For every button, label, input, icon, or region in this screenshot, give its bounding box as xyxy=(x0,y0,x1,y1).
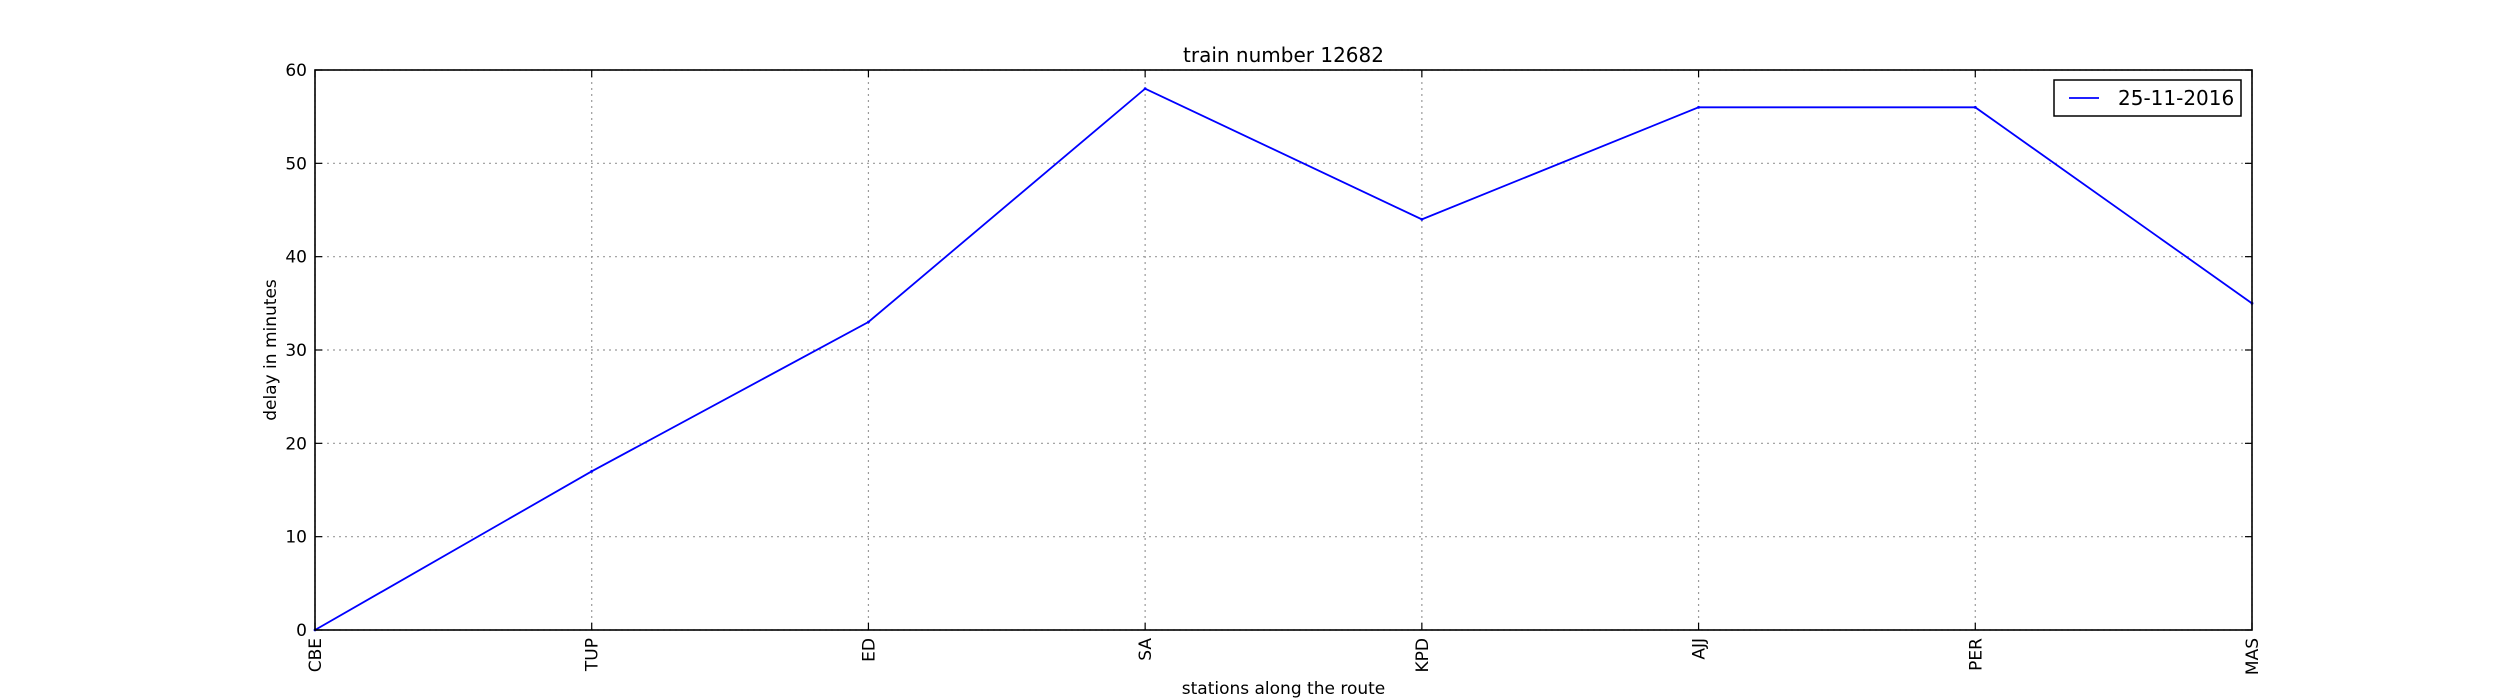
x-tick-labels: CBE TUP ED SA KPD AJJ PER MAS xyxy=(306,638,2263,675)
series-layer xyxy=(313,87,2254,632)
x-tick-label: ED xyxy=(859,638,879,662)
data-point xyxy=(1143,87,1147,91)
y-tick-label: 10 xyxy=(285,528,307,548)
legend-label: 25-11-2016 xyxy=(2118,86,2234,110)
series-line xyxy=(314,87,2253,631)
x-tick-label: AJJ xyxy=(1690,638,1710,660)
y-tick-label: 50 xyxy=(285,154,307,174)
data-point xyxy=(1973,105,1977,109)
y-tick-label: 0 xyxy=(296,621,307,641)
y-tick-label: 60 xyxy=(285,61,307,81)
legend: 25-11-2016 xyxy=(2053,79,2242,117)
y-tick-labels: 0 10 20 30 40 50 60 xyxy=(285,61,307,641)
x-tick-label: MAS xyxy=(2243,638,2263,675)
x-tick-label: TUP xyxy=(583,638,603,672)
data-point xyxy=(1697,105,1700,109)
data-point xyxy=(867,320,870,324)
x-axis-label: stations along the route xyxy=(1182,679,1386,699)
x-tick-label: CBE xyxy=(306,638,326,672)
ticks xyxy=(314,69,2253,631)
data-point xyxy=(1420,217,1424,221)
chart-title: train number 12682 xyxy=(1183,43,1384,67)
data-point xyxy=(590,469,594,473)
y-tick-label: 30 xyxy=(285,341,307,361)
x-tick-label: SA xyxy=(1136,638,1156,661)
x-tick-label: KPD xyxy=(1413,638,1433,673)
y-tick-label: 20 xyxy=(285,434,307,454)
x-tick-label: PER xyxy=(1966,638,1986,671)
y-tick-label: 40 xyxy=(285,248,307,268)
y-axis-label: delay in minutes xyxy=(261,279,281,421)
